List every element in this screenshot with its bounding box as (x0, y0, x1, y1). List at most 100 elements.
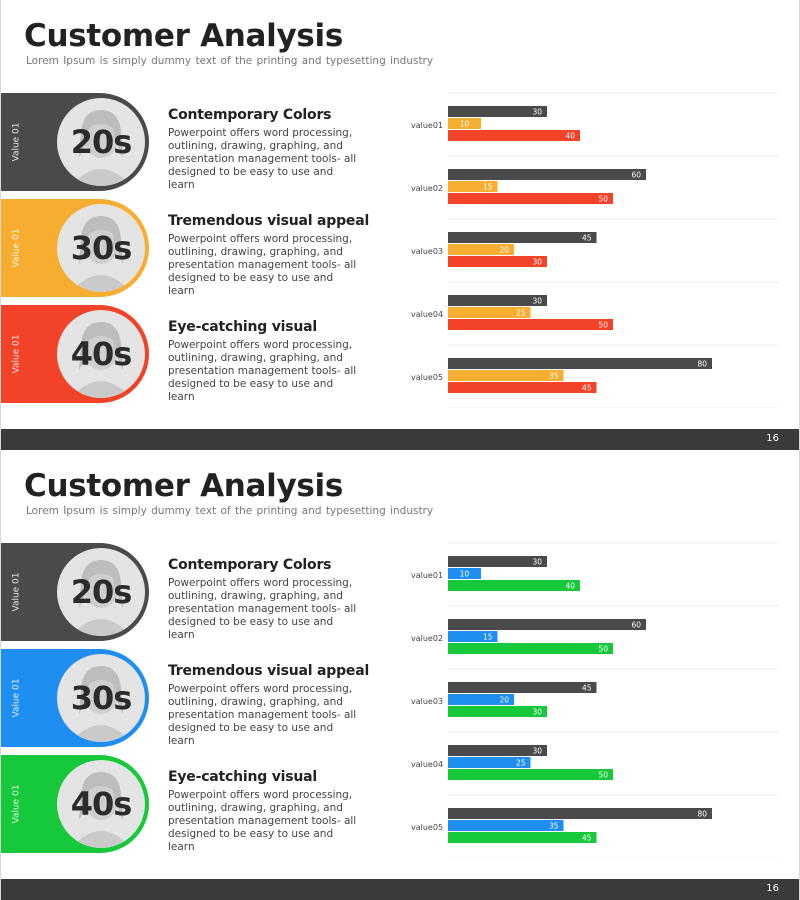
age-label: 20s (70, 123, 133, 161)
bar (448, 295, 547, 306)
bar-value-label: 10 (460, 120, 470, 129)
bar-value-label: 35 (549, 372, 559, 381)
segment-heading: Tremendous visual appeal (168, 663, 370, 679)
bar (448, 319, 613, 330)
segment-side-label: Value 01 (12, 678, 22, 718)
avatar: 20s (57, 98, 145, 186)
bar-value-label: 60 (631, 621, 641, 630)
segment-text-block: Tremendous visual appeal Powerpoint offe… (168, 663, 398, 748)
bar (448, 244, 514, 255)
bar (448, 556, 547, 567)
segment-body: Powerpoint offers word processing, outli… (168, 789, 357, 853)
avatar: 30s (57, 204, 145, 292)
bar-value-label: 50 (598, 321, 608, 330)
age-segment-30s: Value 01 30s (1, 649, 149, 747)
bar-value-label: 20 (499, 246, 509, 255)
segment-body: Powerpoint offers word processing, outli… (168, 339, 357, 403)
bar-value-label: 40 (565, 582, 575, 591)
age-segment-40s: Value 01 40s (1, 305, 149, 403)
segment-heading: Eye-catching visual (168, 319, 318, 335)
age-label: 30s (70, 229, 133, 267)
bar-value-label: 45 (582, 384, 592, 393)
person-photo-icon (71, 560, 131, 636)
bar (448, 193, 613, 204)
bar-value-label: 45 (582, 684, 592, 693)
avatar: 40s (57, 310, 145, 398)
bar-chart: value01 30 10 40 value02 60 15 50 value03 45 20 30 v… (411, 542, 778, 858)
bar-value-label: 25 (516, 309, 526, 318)
bar-value-label: 50 (598, 645, 608, 654)
segment-body: Powerpoint offers word processing, outli… (168, 577, 357, 641)
person-photo-icon (71, 110, 131, 186)
bar (448, 118, 481, 129)
footer-bar: 16 (1, 429, 799, 450)
bar (448, 631, 498, 642)
bar-value-label: 15 (483, 183, 493, 192)
bar-value-label: 30 (532, 747, 542, 756)
segment-heading: Tremendous visual appeal (168, 213, 370, 229)
person-photo-icon (71, 666, 131, 742)
slide-1: Customer Analysis Lorem Ipsum is simply … (0, 0, 800, 450)
segment-text-block: Eye-catching visual Powerpoint offers wo… (168, 769, 398, 854)
bar-value-label: 80 (697, 360, 707, 369)
segment-side-label: Value 01 (12, 784, 22, 824)
person-photo-icon (71, 322, 131, 398)
bar (448, 370, 564, 381)
segment-side-label: Value 01 (12, 228, 22, 268)
category-label: value05 (411, 823, 443, 832)
footer-bar: 16 (1, 879, 799, 900)
bar-value-label: 45 (582, 234, 592, 243)
slide-title: Customer Analysis (24, 18, 344, 54)
age-label: 40s (70, 335, 133, 373)
bar (448, 169, 646, 180)
bar-chart: value01 30 10 40 value02 60 15 50 value03 45 20 30 v… (411, 92, 778, 408)
bar (448, 706, 547, 717)
age-label: 40s (70, 785, 133, 823)
bar-value-label: 30 (532, 297, 542, 306)
person-photo-icon (71, 216, 131, 292)
segment-heading: Contemporary Colors (168, 107, 332, 123)
category-label: value04 (411, 760, 443, 769)
category-label: value04 (411, 310, 443, 319)
bar-value-label: 10 (460, 570, 470, 579)
bar (448, 832, 597, 843)
category-label: value02 (411, 634, 443, 643)
bar (448, 682, 597, 693)
segment-text-block: Tremendous visual appeal Powerpoint offe… (168, 213, 398, 298)
bar (448, 358, 712, 369)
category-label: value01 (411, 571, 443, 580)
bar (448, 808, 712, 819)
bar-value-label: 50 (598, 771, 608, 780)
bar (448, 232, 597, 243)
bar-value-label: 25 (516, 759, 526, 768)
bar-value-label: 20 (499, 696, 509, 705)
age-label: 20s (70, 573, 133, 611)
segment-side-label: Value 01 (12, 572, 22, 612)
segment-heading: Eye-catching visual (168, 769, 318, 785)
bar (448, 745, 547, 756)
bar-value-label: 30 (532, 108, 542, 117)
bar (448, 568, 481, 579)
avatar: 40s (57, 760, 145, 848)
page-number: 16 (766, 433, 779, 444)
slide-2: Customer Analysis Lorem Ipsum is simply … (0, 450, 800, 900)
bar (448, 619, 646, 630)
bar-value-label: 35 (549, 822, 559, 831)
slide-subtitle: Lorem Ipsum is simply dummy text of the … (26, 505, 434, 517)
slide-subtitle: Lorem Ipsum is simply dummy text of the … (26, 55, 434, 67)
bar-value-label: 60 (631, 171, 641, 180)
segment-text-block: Eye-catching visual Powerpoint offers wo… (168, 319, 398, 404)
category-label: value02 (411, 184, 443, 193)
bar (448, 181, 498, 192)
bar (448, 820, 564, 831)
slide-title: Customer Analysis (24, 468, 344, 504)
segment-body: Powerpoint offers word processing, outli… (168, 127, 357, 191)
bar-value-label: 30 (532, 558, 542, 567)
person-photo-icon (71, 772, 131, 848)
bar-value-label: 80 (697, 810, 707, 819)
bar (448, 643, 613, 654)
segment-heading: Contemporary Colors (168, 557, 332, 573)
segment-body: Powerpoint offers word processing, outli… (168, 683, 357, 747)
bar (448, 694, 514, 705)
bar (448, 769, 613, 780)
